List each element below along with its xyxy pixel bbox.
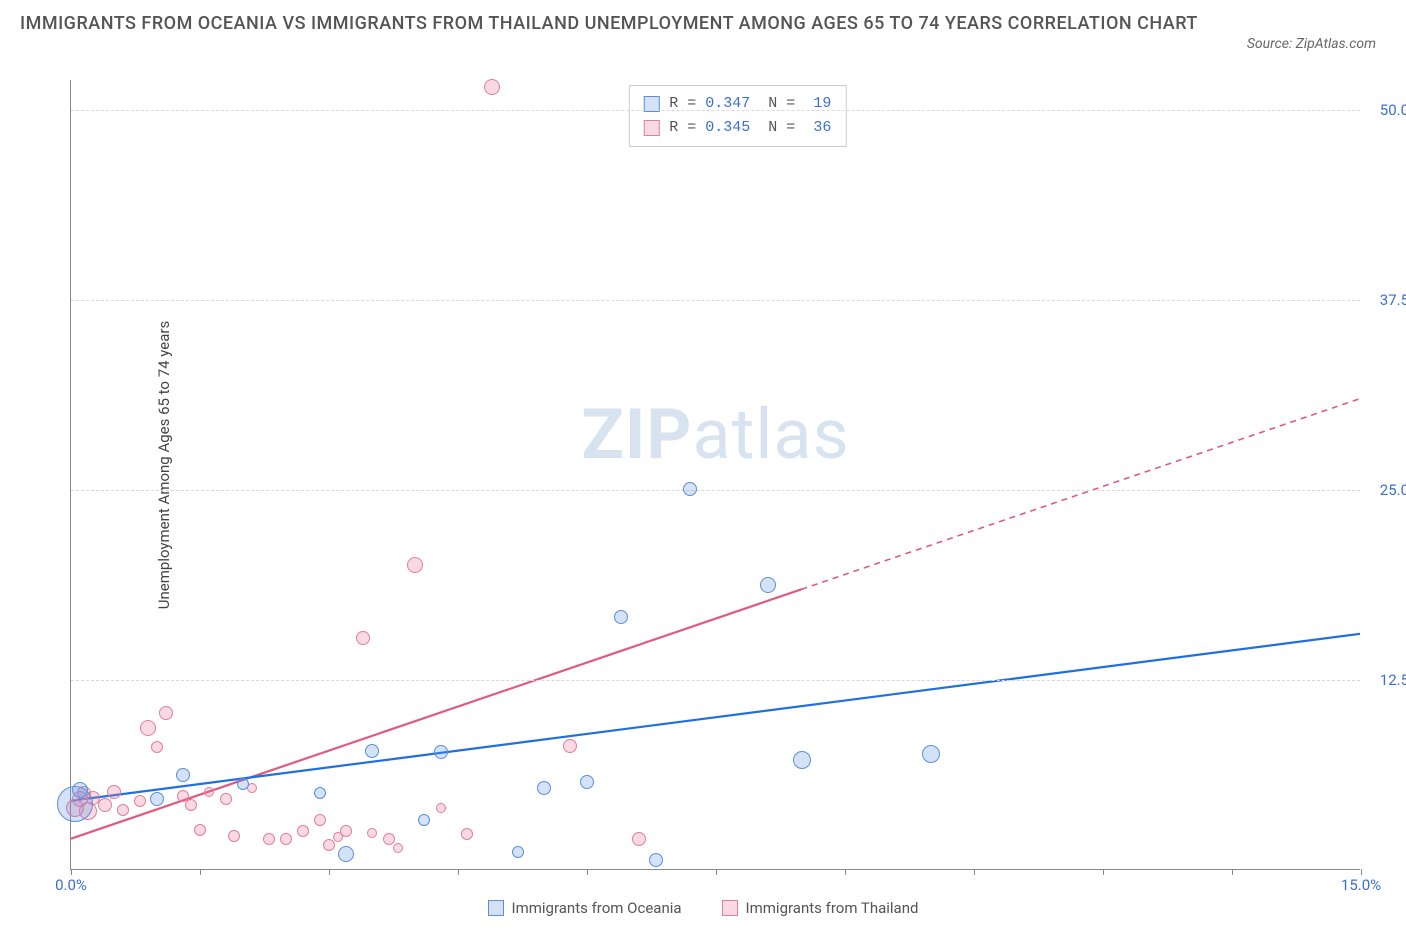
data-point-thailand bbox=[314, 814, 326, 826]
x-tick bbox=[329, 869, 330, 875]
x-tick bbox=[200, 869, 201, 875]
bottom-legend-item: Immigrants from Thailand bbox=[722, 899, 919, 917]
data-point-oceania bbox=[649, 853, 663, 867]
trendline-thailand-dashed bbox=[801, 399, 1360, 590]
x-tick bbox=[974, 869, 975, 875]
data-point-thailand bbox=[204, 787, 214, 797]
data-point-oceania bbox=[237, 778, 249, 790]
legend-swatch bbox=[488, 900, 504, 916]
data-point-thailand bbox=[228, 830, 240, 842]
data-point-thailand bbox=[297, 825, 309, 837]
x-tick bbox=[716, 869, 717, 875]
data-point-thailand bbox=[632, 832, 646, 846]
data-point-thailand bbox=[461, 828, 473, 840]
data-point-thailand bbox=[220, 793, 232, 805]
scatter-plot-area: ZIPatlas R = 0.347 N = 19R = 0.345 N = 3… bbox=[70, 80, 1360, 870]
x-tick bbox=[1103, 869, 1104, 875]
x-tick-label: 15.0% bbox=[1341, 876, 1381, 894]
data-point-thailand bbox=[383, 833, 395, 845]
data-point-oceania bbox=[537, 781, 551, 795]
data-point-thailand bbox=[194, 824, 206, 836]
trend-lines-layer bbox=[71, 80, 1360, 869]
data-point-oceania bbox=[365, 744, 379, 758]
data-point-oceania bbox=[434, 745, 448, 759]
y-tick-label: 12.5% bbox=[1380, 671, 1406, 689]
watermark: ZIPatlas bbox=[581, 394, 849, 476]
stats-legend-row: R = 0.347 N = 19 bbox=[643, 92, 831, 116]
x-tick-label: 0.0% bbox=[55, 876, 87, 894]
gridline-horizontal bbox=[71, 300, 1360, 301]
data-point-thailand bbox=[356, 631, 370, 645]
data-point-thailand bbox=[107, 785, 121, 799]
data-point-oceania bbox=[72, 782, 88, 798]
stats-value: R = 0.345 N = 36 bbox=[669, 116, 831, 140]
x-tick bbox=[1361, 869, 1362, 875]
data-point-thailand bbox=[263, 833, 275, 845]
data-point-thailand bbox=[140, 720, 156, 736]
data-point-thailand bbox=[280, 833, 292, 845]
data-point-oceania bbox=[150, 792, 164, 806]
data-point-oceania bbox=[683, 482, 697, 496]
y-tick-label: 25.0% bbox=[1380, 481, 1406, 499]
trendline-oceania bbox=[71, 634, 1360, 801]
data-point-thailand bbox=[340, 825, 352, 837]
data-point-thailand bbox=[436, 803, 446, 813]
bottom-legend-item: Immigrants from Oceania bbox=[488, 899, 682, 917]
gridline-horizontal bbox=[71, 110, 1360, 111]
data-point-oceania bbox=[580, 775, 594, 789]
x-tick bbox=[587, 869, 588, 875]
data-point-oceania bbox=[338, 846, 354, 862]
data-point-oceania bbox=[418, 814, 430, 826]
y-tick-label: 50.0% bbox=[1380, 101, 1406, 119]
data-point-thailand bbox=[151, 741, 163, 753]
x-tick bbox=[845, 869, 846, 875]
data-point-thailand bbox=[367, 828, 377, 838]
data-point-thailand bbox=[117, 804, 129, 816]
data-point-thailand bbox=[407, 557, 423, 573]
x-tick bbox=[1232, 869, 1233, 875]
data-point-thailand bbox=[159, 706, 173, 720]
data-point-thailand bbox=[185, 799, 197, 811]
data-point-oceania bbox=[614, 610, 628, 624]
stats-legend-row: R = 0.345 N = 36 bbox=[643, 116, 831, 140]
source-attribution: Source: ZipAtlas.com bbox=[1247, 36, 1376, 52]
legend-label: Immigrants from Thailand bbox=[746, 899, 919, 917]
x-tick bbox=[458, 869, 459, 875]
data-point-oceania bbox=[314, 787, 326, 799]
gridline-horizontal bbox=[71, 680, 1360, 681]
data-point-oceania bbox=[512, 846, 524, 858]
bottom-legend: Immigrants from Oceania Immigrants from T… bbox=[0, 899, 1406, 920]
data-point-thailand bbox=[393, 843, 403, 853]
data-point-oceania bbox=[760, 577, 776, 593]
data-point-oceania bbox=[922, 745, 940, 763]
y-tick-label: 37.5% bbox=[1380, 291, 1406, 309]
data-point-thailand bbox=[484, 79, 500, 95]
data-point-thailand bbox=[134, 795, 146, 807]
stats-value: R = 0.347 N = 19 bbox=[669, 92, 831, 116]
gridline-horizontal bbox=[71, 490, 1360, 491]
data-point-oceania bbox=[176, 768, 190, 782]
data-point-thailand bbox=[98, 798, 112, 812]
data-point-thailand bbox=[563, 739, 577, 753]
legend-label: Immigrants from Oceania bbox=[512, 899, 682, 917]
chart-title: IMMIGRANTS FROM OCEANIA VS IMMIGRANTS FR… bbox=[20, 10, 1286, 37]
stats-legend: R = 0.347 N = 19R = 0.345 N = 36 bbox=[628, 85, 846, 147]
legend-swatch bbox=[722, 900, 738, 916]
x-tick bbox=[71, 869, 72, 875]
data-point-oceania bbox=[793, 751, 811, 769]
legend-swatch bbox=[643, 120, 659, 136]
